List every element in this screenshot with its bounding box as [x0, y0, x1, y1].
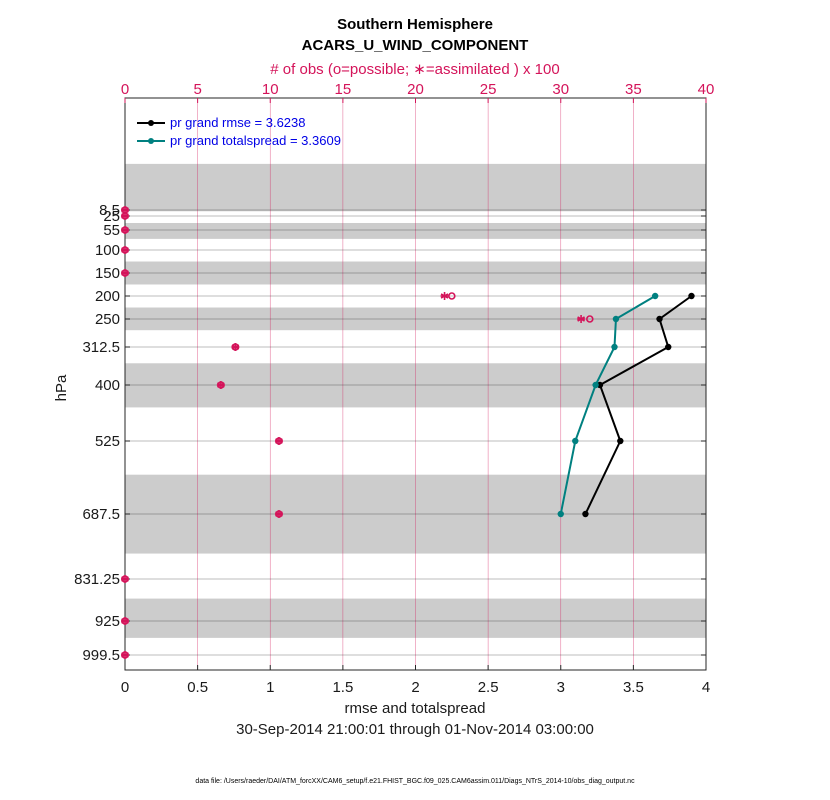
series-1-point-5 [557, 510, 564, 518]
obs-assimilated-marker-7 [231, 343, 240, 351]
chart-title: Southern Hemisphere [337, 16, 493, 33]
top-tick-label: 35 [625, 81, 642, 98]
obs-assimilated-marker-2 [121, 226, 129, 234]
x-tick-label: 2 [411, 679, 419, 696]
y-tick-label: 150 [95, 265, 120, 282]
obs-assimilated-marker-11 [121, 575, 129, 583]
x-tick-label: 3.5 [623, 679, 644, 696]
series-line-1 [559, 295, 656, 515]
obs-assimilated-marker-3 [121, 246, 129, 254]
data-file-footnote: data file: /Users/raeder/DAI/ATM_forcXX/… [195, 778, 635, 785]
y-tick-label: 200 [95, 288, 120, 305]
x-axis-label: rmse and totalspread [345, 700, 486, 717]
obs-possible-marker-6 [585, 315, 594, 323]
obs-assimilated-marker-8 [216, 381, 225, 389]
obs-possible-marker-5 [448, 292, 456, 300]
top-tick-label: 5 [193, 81, 201, 98]
y-tick-label: 8.5 [99, 202, 120, 219]
x-tick-label: 3 [557, 679, 565, 696]
obs-count-markers [121, 206, 594, 659]
vertical-gridlines [197, 98, 634, 670]
date-range-label: 30-Sep-2014 21:00:01 through 01-Nov-2014… [236, 721, 594, 738]
obs-assimilated-marker-12 [121, 617, 129, 625]
series-lines [557, 292, 695, 518]
series-1-point-1 [612, 315, 620, 323]
top-tick-label: 15 [335, 81, 352, 98]
obs-assimilated-marker-10 [274, 510, 283, 518]
obs-assimilated-marker-4 [121, 269, 129, 277]
top-tick-label: 0 [121, 81, 129, 98]
legend-rmse-label: pr grand rmse = 3.6238 [170, 115, 306, 130]
x-tick-label: 0 [121, 679, 129, 696]
y-tick-label: 25 [103, 208, 120, 225]
obs-assimilated-marker-13 [121, 651, 129, 659]
top-tick-label: 30 [552, 81, 569, 98]
legend-spread-marker [148, 138, 154, 144]
y-tick-label: 312.5 [82, 339, 120, 356]
legend-rmse-marker [148, 120, 154, 126]
x-tick-label: 4 [702, 679, 710, 696]
y-axis-label: hPa [53, 374, 70, 401]
legend-spread-label: pr grand totalspread = 3.3609 [170, 133, 341, 148]
series-0-point-1 [656, 315, 663, 323]
top-tick-label: 10 [262, 81, 279, 98]
series-1-point-4 [572, 437, 579, 445]
series-1-point-0 [651, 292, 659, 300]
y-tick-label: 250 [95, 311, 120, 328]
top-ticks: 0 5 10 15 20 25 30 35 40 [121, 81, 715, 103]
y-tick-label: 525 [95, 433, 120, 450]
obs-assimilated-marker-6 [577, 315, 586, 323]
y-tick-label: 687.5 [82, 506, 120, 523]
series-0-point-4 [617, 437, 624, 445]
x-ticks: 0 0.5 1 1.5 2 2.5 3 3.5 4 [121, 665, 710, 696]
x-tick-label: 1.5 [332, 679, 353, 696]
y-tick-label: 999.5 [82, 647, 120, 664]
top-tick-label: 40 [698, 81, 715, 98]
chart-subtitle: ACARS_U_WIND_COMPONENT [302, 37, 529, 54]
series-0-point-5 [582, 510, 589, 518]
top-axis-label: # of obs (o=possible; ∗=assimilated ) x … [270, 61, 559, 78]
legend: pr grand rmse = 3.6238 pr grand totalspr… [137, 115, 341, 148]
x-tick-label: 2.5 [478, 679, 499, 696]
series-0-point-2 [665, 343, 672, 351]
obs-assimilated-marker-1 [121, 212, 129, 220]
y-tick-label: 925 [95, 613, 120, 630]
series-1-point-3 [592, 381, 599, 389]
series-0-point-0 [688, 292, 695, 300]
x-tick-label: 1 [266, 679, 274, 696]
x-tick-label: 0.5 [187, 679, 208, 696]
top-tick-label: 25 [480, 81, 497, 98]
obs-assimilated-marker-9 [274, 437, 283, 445]
y-tick-label: 55 [103, 222, 120, 239]
obs-assimilated-marker-5 [440, 292, 449, 300]
y-tick-label: 400 [95, 377, 120, 394]
horizontal-gridlines [125, 209, 706, 656]
y-tick-label: 831.25 [74, 571, 120, 588]
top-tick-label: 20 [407, 81, 424, 98]
y-tick-label: 100 [95, 242, 120, 259]
series-1-point-2 [611, 343, 618, 351]
series-line-0 [584, 295, 693, 515]
